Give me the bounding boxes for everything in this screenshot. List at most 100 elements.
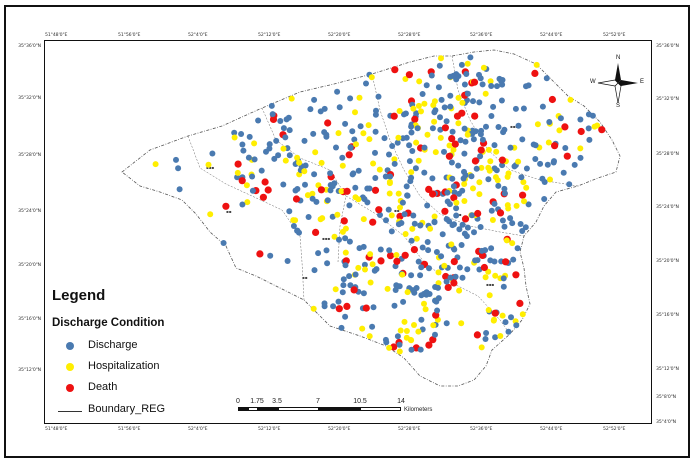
discharge-point bbox=[491, 258, 498, 265]
discharge-point bbox=[520, 105, 527, 112]
internal-boundary bbox=[261, 107, 347, 263]
hospitalization-point bbox=[490, 317, 497, 324]
discharge-point bbox=[418, 264, 425, 271]
hospitalization-point bbox=[461, 198, 468, 204]
scale-label: 1.75 bbox=[250, 398, 264, 405]
district-label: ▪▪▪ bbox=[486, 282, 494, 287]
district-label: ▪▪ bbox=[226, 209, 232, 214]
death-point bbox=[350, 286, 358, 294]
scale-segment bbox=[278, 407, 319, 411]
hospitalization-point bbox=[231, 134, 238, 141]
outer-frame bbox=[4, 5, 690, 458]
discharge-point bbox=[417, 222, 424, 229]
discharge-point bbox=[340, 276, 347, 283]
discharge-point bbox=[394, 333, 401, 340]
death-point bbox=[496, 209, 505, 217]
hospitalization-point bbox=[521, 198, 527, 205]
discharge-point bbox=[290, 223, 297, 229]
discharge-point bbox=[525, 201, 532, 208]
discharge-point bbox=[381, 135, 388, 142]
death-point bbox=[473, 331, 481, 339]
discharge-point bbox=[342, 262, 349, 269]
discharge-point bbox=[231, 129, 238, 136]
discharge-point bbox=[347, 144, 354, 151]
right-tick-label: 35°32'0"N bbox=[656, 97, 679, 102]
discharge-point bbox=[371, 267, 378, 274]
discharge-point bbox=[543, 75, 550, 82]
hospitalization-point bbox=[331, 233, 338, 240]
scale-label: 3.5 bbox=[272, 398, 282, 405]
death-point bbox=[335, 305, 343, 313]
death-point bbox=[461, 215, 470, 223]
discharge-point bbox=[347, 282, 354, 289]
hospitalization-point bbox=[397, 204, 403, 211]
discharge-point bbox=[523, 165, 530, 172]
hospitalization-point bbox=[244, 199, 251, 206]
discharge-point bbox=[173, 156, 179, 163]
discharge-point bbox=[519, 228, 526, 234]
discharge-point bbox=[460, 175, 467, 182]
discharge-point bbox=[488, 245, 495, 252]
discharge-point bbox=[391, 160, 398, 167]
death-point bbox=[391, 66, 399, 74]
discharge-point bbox=[387, 173, 394, 180]
death-point bbox=[222, 202, 230, 210]
hospitalization-point bbox=[409, 225, 416, 232]
bottom-tick-label: 52°4'0"E bbox=[188, 427, 208, 432]
discharge-point bbox=[464, 224, 471, 231]
right-tick-label: 35°24'0"N bbox=[656, 205, 679, 210]
discharge-point bbox=[502, 319, 509, 326]
discharge-point bbox=[394, 139, 401, 146]
discharge-point bbox=[472, 128, 479, 135]
discharge-point bbox=[360, 290, 367, 297]
discharge-point bbox=[342, 235, 349, 242]
hospitalization-point bbox=[282, 157, 289, 164]
hospitalization-point bbox=[310, 305, 317, 312]
hospitalization-dot-icon bbox=[66, 363, 74, 371]
death-point bbox=[340, 217, 348, 225]
hospitalization-point bbox=[396, 108, 403, 114]
hospitalization-point bbox=[446, 142, 453, 149]
death-point bbox=[429, 190, 437, 198]
discharge-point bbox=[239, 141, 246, 148]
scale-unit-label: Kilometers bbox=[404, 407, 433, 413]
hospitalization-point bbox=[413, 139, 420, 146]
scale-label: 0 bbox=[236, 398, 240, 405]
discharge-point bbox=[311, 96, 318, 103]
hospitalization-point bbox=[365, 122, 372, 129]
hospitalization-point bbox=[339, 228, 346, 235]
discharge-point bbox=[541, 196, 548, 202]
discharge-point bbox=[562, 145, 569, 151]
death-point bbox=[324, 119, 332, 127]
discharge-point bbox=[499, 162, 506, 169]
death-point bbox=[343, 302, 351, 310]
hospitalization-point bbox=[492, 174, 499, 181]
discharge-point bbox=[324, 197, 331, 204]
death-point bbox=[480, 263, 488, 272]
discharge-point bbox=[495, 182, 502, 189]
hospitalization-point bbox=[251, 140, 258, 147]
right-tick-label: 35°16'0"N bbox=[656, 313, 679, 318]
hospitalization-point bbox=[352, 109, 358, 116]
discharge-point bbox=[340, 282, 347, 289]
discharge-point bbox=[294, 186, 301, 192]
discharge-point bbox=[450, 72, 457, 79]
death-point bbox=[345, 151, 353, 159]
hospitalization-point bbox=[404, 289, 411, 296]
discharge-point bbox=[349, 128, 356, 135]
hospitalization-point bbox=[388, 212, 395, 219]
discharge-point bbox=[551, 158, 557, 165]
discharge-point bbox=[505, 328, 512, 335]
discharge-point bbox=[488, 83, 495, 89]
hospitalization-point bbox=[416, 78, 423, 85]
discharge-point bbox=[410, 212, 417, 219]
discharge-point bbox=[446, 201, 453, 208]
discharge-point bbox=[464, 266, 471, 273]
scale-label: 10.5 bbox=[353, 398, 367, 405]
discharge-point bbox=[401, 211, 408, 218]
discharge-point bbox=[377, 212, 383, 218]
top-tick-label: 51°48'0"E bbox=[45, 33, 68, 38]
death-point bbox=[390, 112, 398, 120]
left-tick-label: 35°20'0"N bbox=[18, 263, 41, 268]
